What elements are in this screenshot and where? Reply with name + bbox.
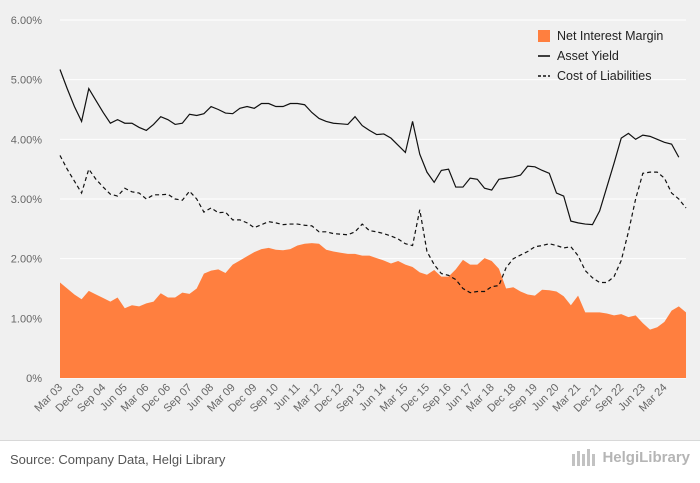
library-logo-icon xyxy=(572,449,596,466)
net-interest-margin-area xyxy=(60,243,686,378)
legend-swatch xyxy=(538,30,550,42)
y-tick-label: 2.00% xyxy=(11,254,42,266)
y-tick-label: 5.00% xyxy=(11,75,42,87)
cost-of-liabilities-line xyxy=(59,155,687,294)
y-tick-label: 0% xyxy=(26,373,42,385)
source-note: Source: Company Data, Helgi Library xyxy=(10,452,226,467)
y-tick-label: 1.00% xyxy=(11,313,42,325)
asset-yield-line xyxy=(59,69,680,226)
y-tick-label: 4.00% xyxy=(11,134,42,146)
footer-divider xyxy=(0,440,700,441)
logo-text: HelgiLibrary xyxy=(602,448,690,466)
legend-label: Cost of Liabilities xyxy=(557,69,652,83)
y-tick-label: 3.00% xyxy=(11,194,42,206)
legend-label: Asset Yield xyxy=(557,49,619,63)
chart-svg: 0%1.00%2.00%3.00%4.00%5.00%6.00% Mar 03D… xyxy=(11,15,687,415)
chart-area: 0% 1.00% 2.00% 3.00% 4.00% 5.00% 6.00% Mar 03 D… xyxy=(0,0,700,440)
y-tick-label: 6.00% xyxy=(11,15,42,27)
helgi-library-logo[interactable]: HelgiLibrary xyxy=(571,446,690,468)
legend-label: Net Interest Margin xyxy=(557,29,663,43)
